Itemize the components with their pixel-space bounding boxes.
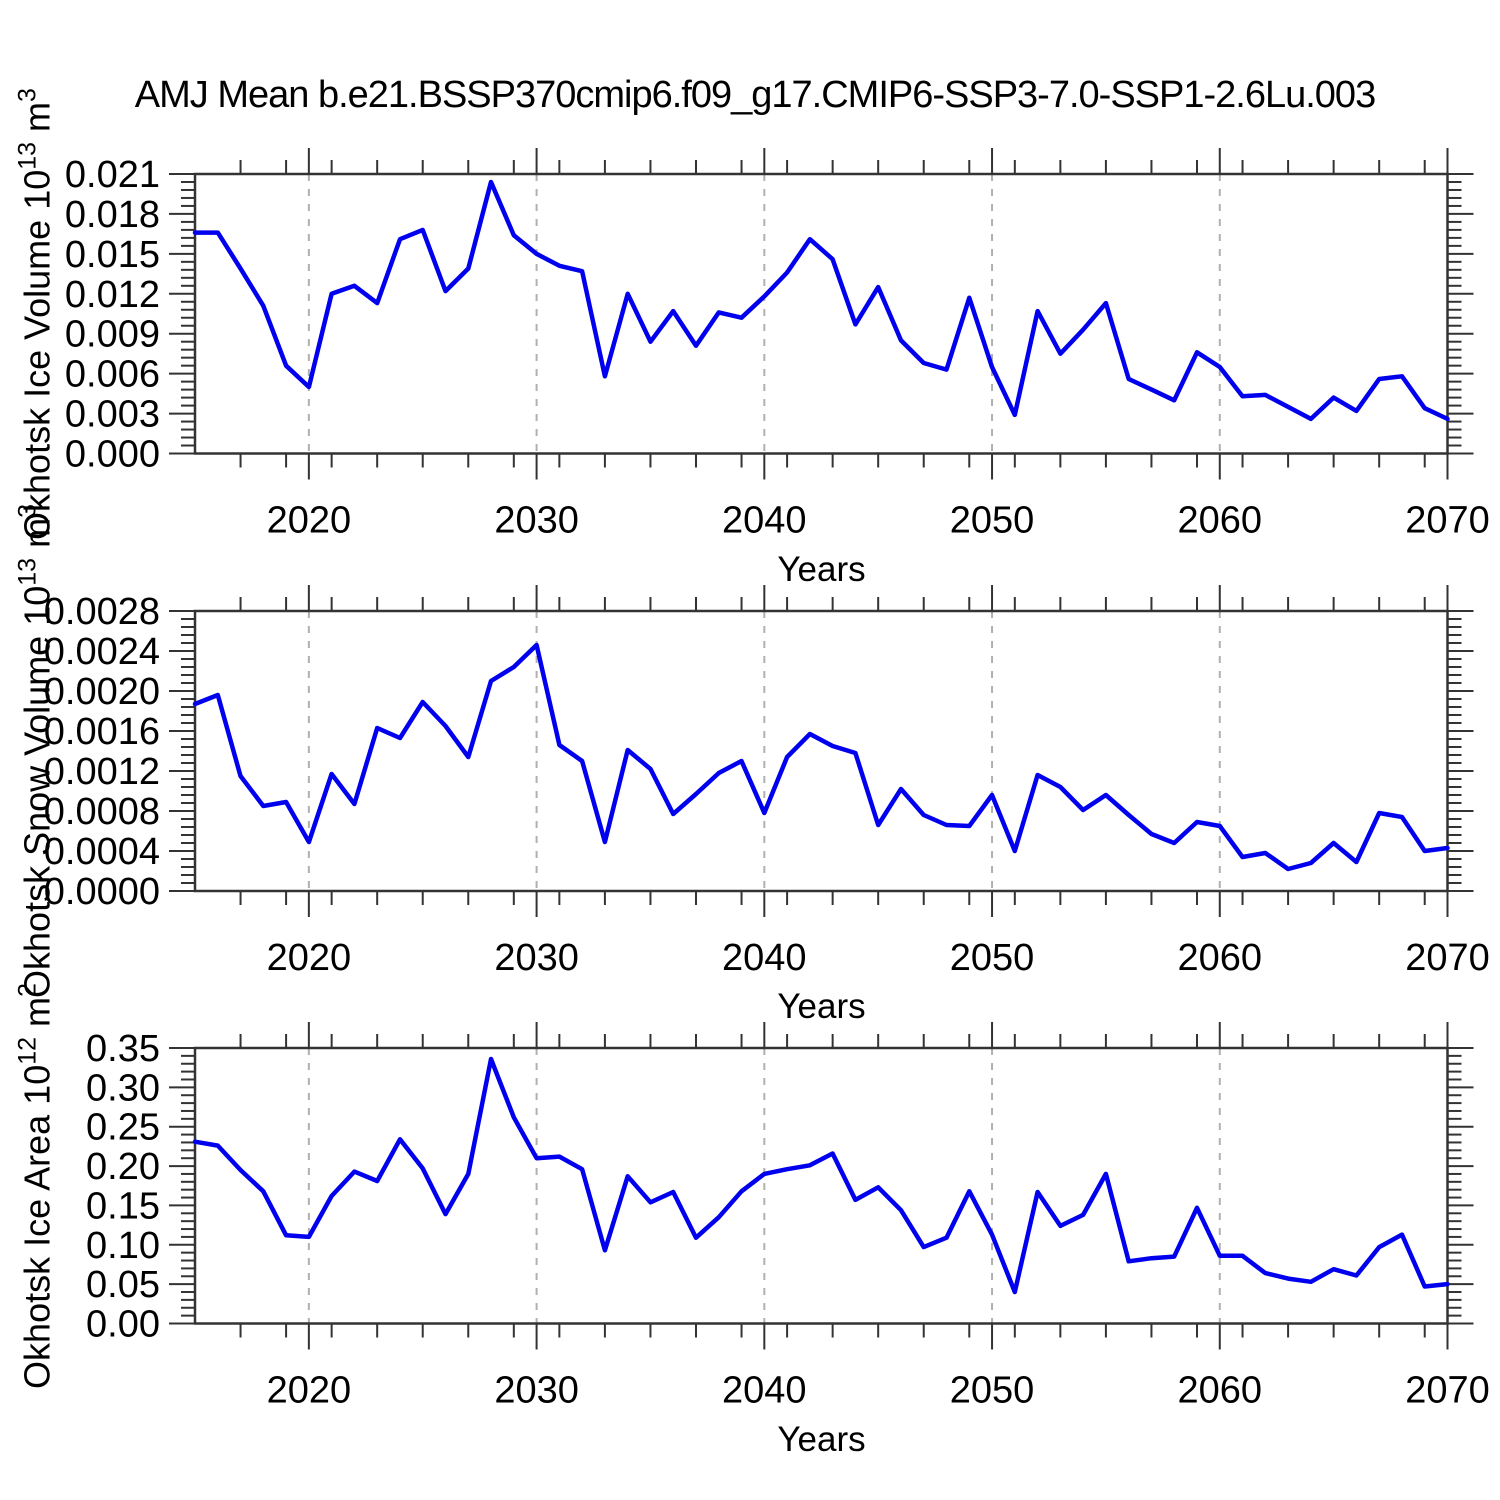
snow-volume-y-axis-label: Okhotsk Snow Volume 1013 m3 bbox=[14, 504, 59, 998]
y-tick-label: 0.012 bbox=[65, 274, 160, 316]
y-tick-label: 0.10 bbox=[86, 1225, 160, 1267]
y-tick-label: 0.20 bbox=[86, 1146, 160, 1188]
y-tick-label: 0.25 bbox=[86, 1107, 160, 1149]
x-tick-label: 2050 bbox=[950, 500, 1035, 542]
ice-area-y-axis-label: Okhotsk Ice Area 1012 m2 bbox=[14, 983, 59, 1389]
okhotsk-snow-volume-panel: 0.00000.00040.00080.00120.00160.00200.00… bbox=[44, 585, 1490, 979]
y-tick-label: 0.0004 bbox=[44, 831, 160, 873]
x-tick-label: 2060 bbox=[1177, 500, 1262, 542]
x-tick-label: 2040 bbox=[722, 937, 807, 979]
y-tick-label: 0.018 bbox=[65, 194, 160, 236]
ice-volume-y-axis-label: Okhotsk Ice Volume 1013 m3 bbox=[14, 88, 59, 540]
okhotsk-snow-volume-data-line bbox=[192, 642, 1450, 872]
plot-border bbox=[193, 172, 1449, 455]
snow-volume-x-axis-label: Years bbox=[777, 987, 866, 1026]
y-tick-label: 0.0024 bbox=[44, 631, 160, 673]
y-tick-label: 0.021 bbox=[65, 154, 160, 196]
y-axis-label-text: Okhotsk Ice Volume 10 bbox=[16, 169, 58, 540]
x-tick-label: 2050 bbox=[950, 937, 1035, 979]
x-tick-label: 2020 bbox=[267, 500, 352, 542]
x-tick-label: 2040 bbox=[722, 1370, 807, 1412]
ice-volume-x-axis-label: Years bbox=[777, 549, 866, 589]
x-tick-label: 2020 bbox=[267, 937, 352, 979]
okhotsk-ice-volume-data-line bbox=[192, 179, 1450, 422]
y-tick-label: 0.30 bbox=[86, 1067, 160, 1109]
y-tick-label: 0.15 bbox=[86, 1185, 160, 1227]
x-tick-label: 2070 bbox=[1405, 1370, 1490, 1412]
y-axis-label-text: Okhotsk Snow Volume 10 bbox=[16, 585, 58, 998]
y-axis-label-exponent: 13 bbox=[13, 557, 42, 586]
y-tick-label: 0.003 bbox=[65, 394, 160, 436]
x-tick-label: 2040 bbox=[722, 500, 807, 542]
okhotsk-ice-area-data-line bbox=[192, 1056, 1450, 1295]
x-tick-label: 2030 bbox=[494, 500, 579, 542]
y-tick-label: 0.0016 bbox=[44, 711, 160, 753]
x-tick-label: 2060 bbox=[1177, 937, 1262, 979]
y-tick-label: 0.35 bbox=[86, 1028, 160, 1070]
y-axis-label-unit-exponent: 2 bbox=[13, 982, 42, 997]
x-tick-label: 2050 bbox=[950, 1370, 1035, 1412]
chart-title: AMJ Mean b.e21.BSSP370cmip6.f09_g17.CMIP… bbox=[134, 74, 1376, 116]
y-axis-label-unit-exponent: 3 bbox=[13, 87, 42, 102]
y-axis-label-unit: m bbox=[16, 517, 58, 558]
y-tick-label: 0.00 bbox=[86, 1304, 160, 1346]
y-tick-label: 0.05 bbox=[86, 1264, 160, 1306]
okhotsk-ice-area-panel: 0.000.050.100.150.200.250.300.35 2020 2030… bbox=[86, 1022, 1490, 1412]
y-tick-label: 0.0028 bbox=[44, 591, 160, 633]
okhotsk-ice-volume-panel: 0.0000.0030.0060.0090.0120.0150.0180.021… bbox=[65, 148, 1490, 542]
y-tick-label: 0.0012 bbox=[44, 751, 160, 793]
y-axis-label-unit: m bbox=[16, 996, 58, 1037]
plot-border bbox=[193, 1046, 1449, 1325]
y-axis-label-unit: m bbox=[16, 101, 58, 142]
y-axis-label-unit-exponent: 3 bbox=[13, 504, 42, 518]
x-tick-label: 2070 bbox=[1405, 500, 1490, 542]
y-axis-label-exponent: 12 bbox=[13, 1036, 42, 1065]
x-tick-label: 2070 bbox=[1405, 937, 1490, 979]
y-tick-label: 0.009 bbox=[65, 314, 160, 356]
x-tick-label: 2030 bbox=[494, 1370, 579, 1412]
x-tick-label: 2030 bbox=[494, 937, 579, 979]
x-tick-label: 2060 bbox=[1177, 1370, 1262, 1412]
y-tick-label: 0.015 bbox=[65, 234, 160, 276]
y-tick-label: 0.0020 bbox=[44, 671, 160, 713]
y-tick-label: 0.0000 bbox=[44, 871, 160, 913]
y-tick-label: 0.006 bbox=[65, 354, 160, 396]
ice-area-x-axis-label: Years bbox=[777, 1419, 866, 1459]
x-tick-label: 2020 bbox=[267, 1370, 352, 1412]
plot-border bbox=[193, 609, 1449, 893]
y-axis-label-text: Okhotsk Ice Area 10 bbox=[16, 1064, 58, 1389]
y-tick-label: 0.000 bbox=[65, 434, 160, 476]
y-tick-label: 0.0008 bbox=[44, 791, 160, 833]
y-axis-label-exponent: 13 bbox=[13, 141, 42, 170]
